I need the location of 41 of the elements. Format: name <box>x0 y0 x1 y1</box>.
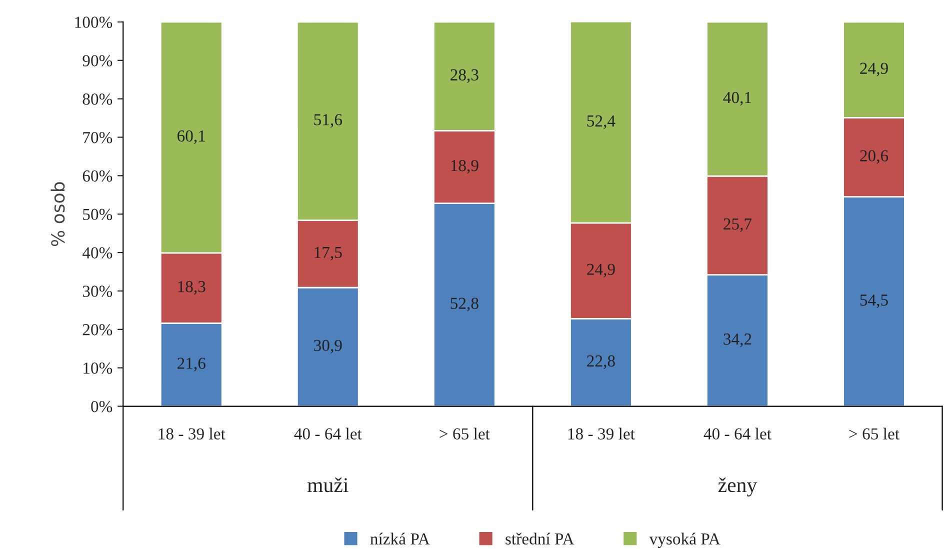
y-tick-label: 0% <box>91 400 112 412</box>
x-tick-label: 40 - 64 let <box>704 428 772 440</box>
data-label: 25,7 <box>724 218 752 232</box>
data-label: 21,6 <box>178 358 206 372</box>
data-label: 54,5 <box>860 294 888 308</box>
y-tick-label: 100% <box>75 16 112 28</box>
data-label: 52,8 <box>450 298 478 312</box>
y-tick-label: 60% <box>82 170 112 182</box>
y-tick-label: 90% <box>82 55 112 66</box>
text: muži <box>308 477 348 492</box>
y-tick-label: 70% <box>83 132 112 144</box>
x-tick-label: > 65 let <box>440 428 490 440</box>
data-label: 17,5 <box>314 246 342 260</box>
data-label: 40,1 <box>723 92 752 106</box>
data-label: 51,6 <box>314 114 342 128</box>
legend-label: vysoká PA <box>649 532 720 548</box>
data-label: 24,9 <box>587 264 615 278</box>
y-tick-label: 80% <box>82 94 112 105</box>
x-tick-label: 18 - 39 let <box>568 428 635 440</box>
y-axis-title: % osob <box>50 182 65 246</box>
y-tick-label: 30% <box>82 286 112 297</box>
x-tick-label: 18 - 39 let <box>158 428 226 440</box>
y-tick-label: 10% <box>84 362 112 374</box>
legend-label: střední PA <box>506 532 574 545</box>
data-label: 22,8 <box>587 355 615 370</box>
y-tick-label: 20% <box>82 324 112 336</box>
data-label: 60,1 <box>178 130 205 144</box>
x-tick-label: > 65 let <box>849 428 900 440</box>
data-label: 28,3 <box>450 69 478 83</box>
y-tick-label: 40% <box>82 247 112 259</box>
x-tick-label: 40 - 64 let <box>294 428 362 440</box>
y-tick-label: 50% <box>83 208 112 220</box>
text: ženy <box>718 477 758 496</box>
data-label: 18,3 <box>178 281 206 295</box>
data-label: 18,9 <box>451 160 478 174</box>
legend-label: nízká PA <box>370 532 430 545</box>
data-label: 20,6 <box>860 150 888 164</box>
data-label: 52,4 <box>587 115 616 130</box>
data-label: 34,2 <box>724 334 752 348</box>
data-label: 24,9 <box>860 62 888 76</box>
data-label: 30,9 <box>314 340 342 354</box>
